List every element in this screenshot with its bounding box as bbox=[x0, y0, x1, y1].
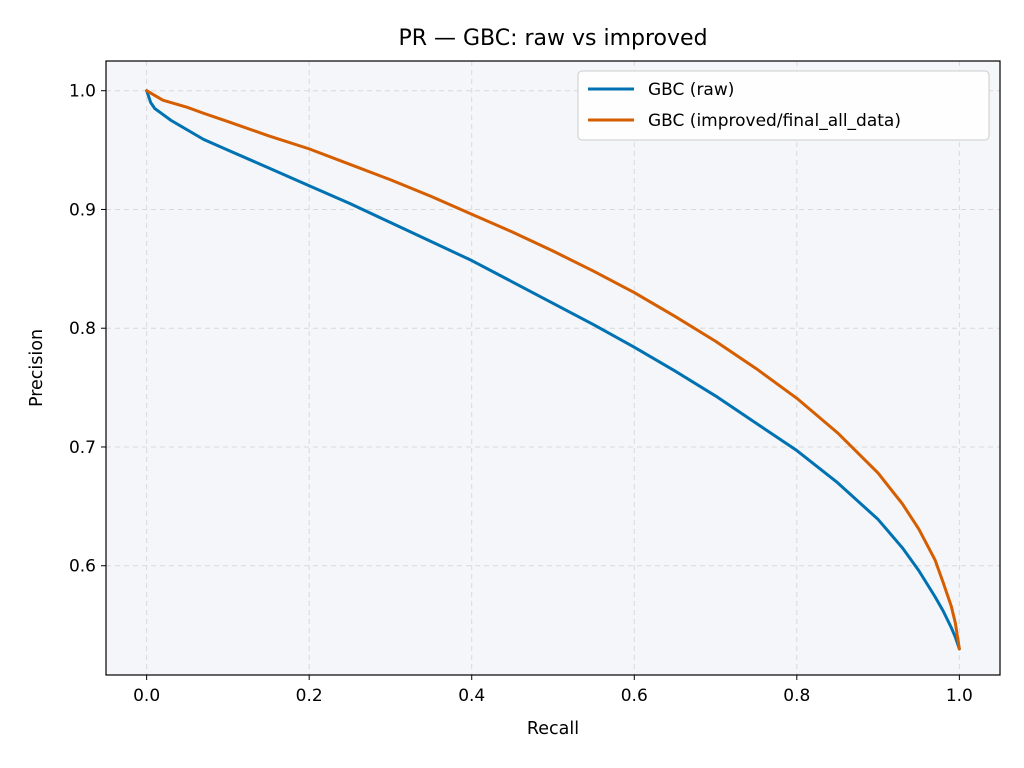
x-axis-label: Recall bbox=[527, 719, 579, 739]
legend: GBC (raw) GBC (improved/final_all_data) bbox=[577, 70, 990, 141]
series-layer bbox=[145, 89, 961, 651]
y-axis-label: Precision bbox=[27, 329, 47, 407]
x-tick-label: 0.8 bbox=[783, 686, 810, 706]
x-tick-label: 0.6 bbox=[621, 686, 648, 706]
x-tick-label: 0.4 bbox=[458, 686, 485, 706]
y-tick-label: 1.0 bbox=[69, 82, 96, 102]
x-tick-label: 1.0 bbox=[946, 686, 973, 706]
series-line-raw bbox=[145, 89, 961, 651]
plot-area bbox=[106, 61, 1000, 675]
y-tick-label: 0.8 bbox=[69, 319, 96, 339]
chart-title: PR — GBC: raw vs improved bbox=[398, 26, 707, 51]
series-line-improved bbox=[145, 89, 961, 651]
x-tick-label: 0.0 bbox=[133, 686, 160, 706]
legend-box bbox=[577, 70, 990, 141]
y-tick-label: 0.9 bbox=[69, 200, 96, 220]
legend-label-improved: GBC (improved/final_all_data) bbox=[648, 111, 901, 131]
ticks: 0.0 0.2 0.4 0.6 0.8 1.0 0.6 0.7 0.8 0.9 1.0 bbox=[69, 82, 973, 706]
y-tick-label: 0.6 bbox=[69, 557, 96, 577]
x-tick-label: 0.2 bbox=[296, 686, 323, 706]
grid bbox=[106, 61, 1000, 675]
y-tick-label: 0.7 bbox=[69, 438, 96, 458]
plot-frame bbox=[105, 60, 1001, 676]
legend-label-raw: GBC (raw) bbox=[648, 80, 734, 100]
